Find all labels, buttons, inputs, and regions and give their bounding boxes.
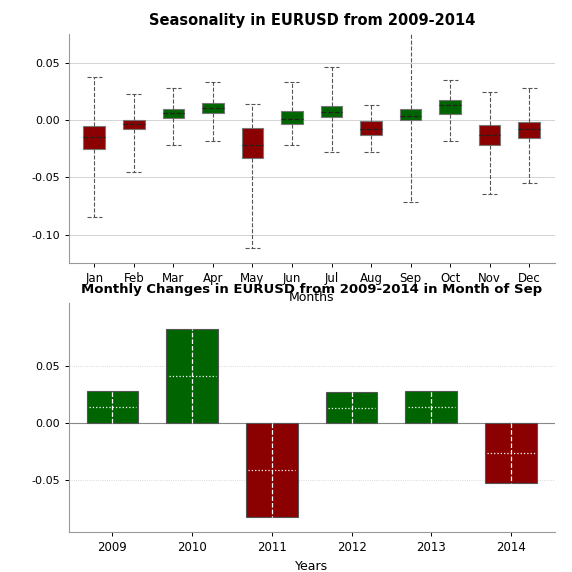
Bar — [400, 109, 422, 120]
Bar — [281, 111, 303, 124]
Bar — [123, 120, 145, 129]
Bar — [166, 329, 218, 423]
Bar — [241, 128, 263, 158]
Bar — [325, 392, 378, 423]
Bar — [485, 423, 537, 483]
Bar — [360, 121, 382, 135]
Bar — [86, 391, 138, 423]
Bar — [518, 122, 540, 138]
Bar — [162, 109, 184, 118]
X-axis label: Months: Months — [289, 291, 335, 304]
Bar — [439, 100, 461, 114]
X-axis label: Years: Years — [295, 559, 328, 572]
Bar — [406, 391, 457, 423]
Bar — [246, 423, 298, 517]
Title: Seasonality in EURUSD from 2009-2014: Seasonality in EURUSD from 2009-2014 — [149, 13, 475, 27]
Title: Monthly Changes in EURUSD from 2009-2014 in Month of Sep: Monthly Changes in EURUSD from 2009-2014… — [81, 284, 542, 296]
Bar — [84, 126, 105, 149]
Bar — [202, 103, 224, 113]
Bar — [321, 106, 343, 117]
Bar — [479, 125, 500, 145]
